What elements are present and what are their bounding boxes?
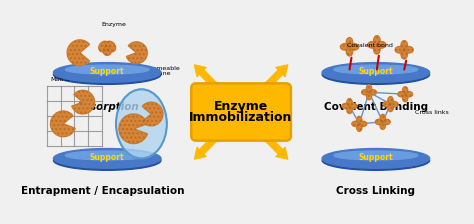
Ellipse shape <box>322 151 429 170</box>
Text: Support: Support <box>90 67 125 76</box>
Text: Semi-permeable
membrane: Semi-permeable membrane <box>128 66 180 76</box>
Ellipse shape <box>105 41 116 52</box>
Ellipse shape <box>356 124 362 131</box>
Ellipse shape <box>346 38 353 47</box>
Wedge shape <box>72 90 94 114</box>
Ellipse shape <box>359 121 367 127</box>
Ellipse shape <box>398 92 405 97</box>
Ellipse shape <box>65 65 149 74</box>
Ellipse shape <box>402 87 408 94</box>
Text: Enzyme: Enzyme <box>101 22 127 27</box>
Text: Covalent Bonding: Covalent Bonding <box>324 102 428 112</box>
Ellipse shape <box>368 42 377 48</box>
Wedge shape <box>51 111 75 137</box>
Ellipse shape <box>99 41 109 52</box>
Text: Cross links: Cross links <box>415 110 449 114</box>
Ellipse shape <box>402 94 408 102</box>
Ellipse shape <box>322 149 429 168</box>
Text: Support: Support <box>90 153 125 162</box>
Ellipse shape <box>383 119 390 125</box>
Ellipse shape <box>352 121 359 127</box>
Ellipse shape <box>405 92 413 97</box>
Ellipse shape <box>366 92 372 100</box>
Ellipse shape <box>369 90 376 95</box>
Wedge shape <box>67 40 90 66</box>
Ellipse shape <box>375 119 383 125</box>
Wedge shape <box>127 42 147 64</box>
Ellipse shape <box>65 151 149 160</box>
Ellipse shape <box>380 114 385 122</box>
Ellipse shape <box>383 101 391 107</box>
Ellipse shape <box>334 65 418 74</box>
Text: Support: Support <box>358 153 393 162</box>
Ellipse shape <box>388 104 393 112</box>
Ellipse shape <box>356 116 362 124</box>
Ellipse shape <box>54 65 161 84</box>
Ellipse shape <box>349 103 357 109</box>
Ellipse shape <box>380 122 385 129</box>
Text: Covalent bond: Covalent bond <box>346 43 392 48</box>
Text: Entrapment / Encapsulation: Entrapment / Encapsulation <box>20 186 184 196</box>
Wedge shape <box>119 114 147 144</box>
Ellipse shape <box>391 101 398 107</box>
Ellipse shape <box>334 151 418 160</box>
Ellipse shape <box>395 47 404 53</box>
Ellipse shape <box>347 106 352 114</box>
Ellipse shape <box>322 63 429 82</box>
Ellipse shape <box>401 50 408 59</box>
Ellipse shape <box>374 45 380 54</box>
Wedge shape <box>142 102 163 126</box>
Ellipse shape <box>116 89 167 158</box>
Ellipse shape <box>54 151 161 170</box>
Ellipse shape <box>366 85 372 92</box>
Text: Support: Support <box>358 67 393 76</box>
FancyBboxPatch shape <box>191 83 291 141</box>
Polygon shape <box>258 65 288 95</box>
Ellipse shape <box>340 43 349 50</box>
Text: Adsorption: Adsorption <box>75 102 139 112</box>
Ellipse shape <box>349 43 359 50</box>
Ellipse shape <box>401 41 408 50</box>
Text: Matrix: Matrix <box>50 77 70 82</box>
Ellipse shape <box>342 103 349 109</box>
Ellipse shape <box>404 47 413 53</box>
Ellipse shape <box>388 97 393 104</box>
Ellipse shape <box>103 47 111 55</box>
Ellipse shape <box>347 99 352 106</box>
Ellipse shape <box>362 90 369 95</box>
Polygon shape <box>258 129 288 159</box>
Ellipse shape <box>322 65 429 84</box>
Text: Enzyme: Enzyme <box>214 100 268 113</box>
Text: Immobilization: Immobilization <box>190 111 293 124</box>
Ellipse shape <box>346 47 353 56</box>
Polygon shape <box>194 65 224 95</box>
Polygon shape <box>194 129 224 159</box>
Ellipse shape <box>54 149 161 168</box>
Ellipse shape <box>377 42 386 48</box>
Ellipse shape <box>374 36 380 45</box>
Ellipse shape <box>54 63 161 82</box>
Text: Cross Linking: Cross Linking <box>337 186 415 196</box>
